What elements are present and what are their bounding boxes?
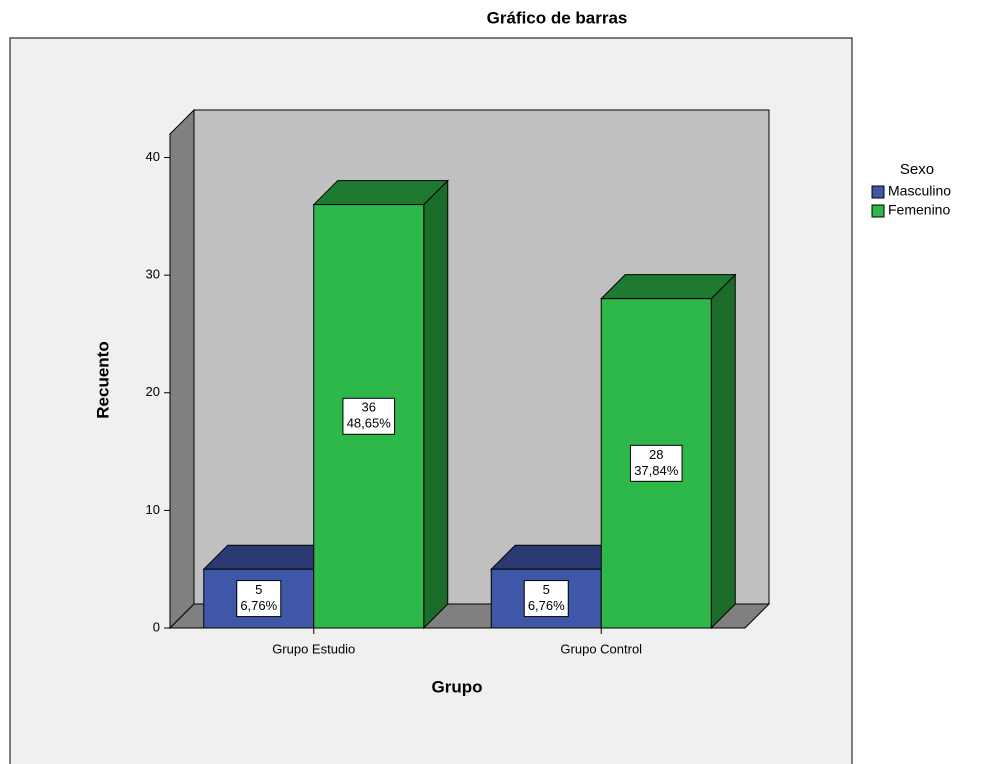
bar-top	[312, 180, 449, 206]
data-label-percent: 6,76%	[240, 598, 277, 613]
y-tick-label: 10	[146, 502, 160, 517]
y-tick-label: 20	[146, 384, 160, 399]
legend-swatch	[871, 204, 885, 218]
legend-label: Femenino	[888, 202, 950, 218]
y-tick-label: 30	[146, 267, 160, 282]
bar-top	[600, 274, 737, 300]
x-tick-label: Grupo Estudio	[272, 641, 355, 656]
x-axis-label: Grupo	[432, 677, 483, 696]
legend-swatch	[871, 185, 885, 199]
data-label: 36	[362, 400, 376, 415]
data-label-box	[342, 397, 396, 435]
y-axis-label: Recuento	[93, 341, 112, 418]
data-label-percent: 6,76%	[528, 598, 565, 613]
data-label-box	[236, 580, 282, 618]
data-label: 28	[649, 447, 663, 462]
legend-label: Masculino	[888, 183, 951, 199]
legend-title: Sexo	[900, 161, 934, 178]
data-label: 5	[543, 582, 550, 597]
data-label: 5	[255, 582, 262, 597]
side-wall	[169, 108, 195, 630]
data-label-percent: 48,65%	[347, 416, 392, 431]
data-label-percent: 37,84%	[634, 463, 679, 478]
y-tick-label: 40	[146, 149, 160, 164]
bar-side	[423, 179, 449, 630]
data-label-box	[629, 444, 683, 482]
chart-title: Gráfico de barras	[487, 8, 628, 27]
bar-side	[710, 273, 736, 630]
data-label-box	[523, 580, 569, 618]
x-tick-label: Grupo Control	[560, 641, 642, 656]
y-tick-label: 0	[153, 619, 160, 634]
